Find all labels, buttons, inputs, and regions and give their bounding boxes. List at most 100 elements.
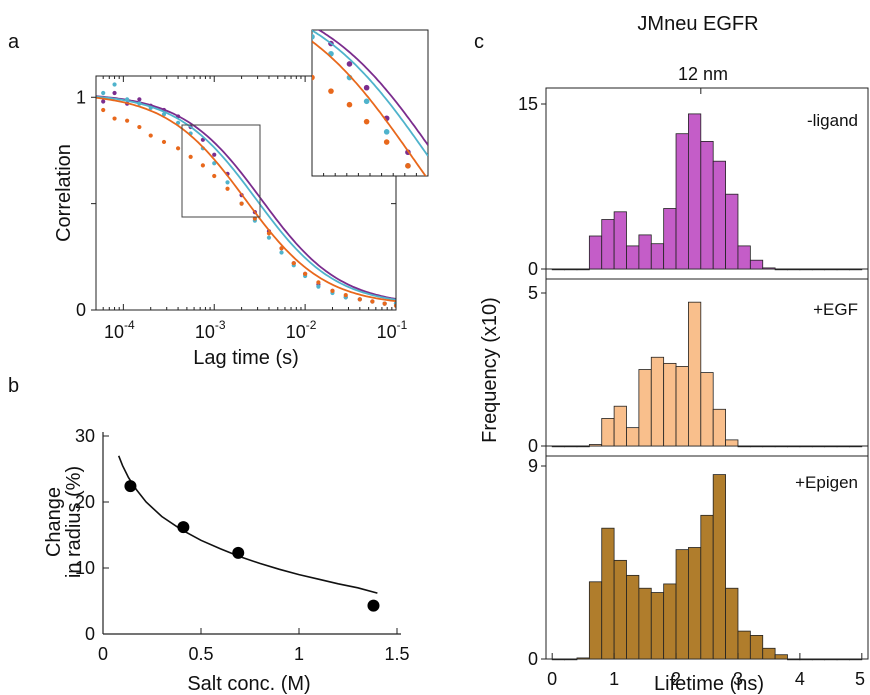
- panel-a-inset-point-orange-23: [638, 326, 644, 332]
- panel-a-point-purple-0: [101, 99, 106, 104]
- panel-a-inset-fit-orange: [312, 40, 427, 176]
- panel-c-bar-0-24: [849, 268, 863, 271]
- panel-c-xtick-label-3: 3: [733, 669, 743, 689]
- panel-a-inset-point-orange-22: [621, 323, 627, 329]
- panel-a-point-cyan-1: [112, 82, 117, 87]
- panel-c-bar-2-21: [811, 658, 826, 661]
- panel-c-bar-2-9: [663, 583, 677, 660]
- panel-c-bar-2-2: [576, 657, 590, 660]
- panel-b-point-2: [232, 546, 245, 559]
- panel-a-inset-point-cyan-14: [465, 241, 471, 247]
- panel-c-bar-0-3: [588, 235, 603, 270]
- panel-c-bar-2-7: [638, 587, 652, 660]
- panel-b-point-3: [367, 599, 380, 612]
- panel-a-inset-point-orange-0: [196, 14, 202, 20]
- panel-a-point-orange-23: [393, 303, 396, 308]
- panel-c-ytick-label-0-1: 15: [518, 94, 538, 114]
- panel-a-inset-point-purple-15: [484, 258, 490, 264]
- panel-a-inset-point-cyan-20: [584, 316, 590, 322]
- panel-b-point-0: [124, 480, 137, 493]
- panel-c-bar-1-11: [688, 301, 702, 447]
- panel-c-ylabel: Frequency (x10): [479, 297, 501, 443]
- panel-a-inset-point-orange-5: [288, 65, 294, 71]
- panel-c-bar-2-12: [700, 514, 714, 660]
- panel-a-inset-point-orange-4: [268, 54, 274, 60]
- panel-c-bar-2-16: [749, 635, 764, 660]
- panel-a-inset-point-purple-13: [446, 207, 452, 213]
- panel-a-ylabel: Correlation: [53, 144, 75, 242]
- panel-a-inset-point-orange-15: [484, 258, 490, 264]
- panel-c-bar-1-2: [576, 445, 590, 448]
- panel-c-bar-1-18: [774, 445, 788, 448]
- panel-b-radius-chart: 0 0.5 1 1.5 0 10 20 30 Change in radius (%) Sal…: [43, 426, 410, 695]
- panel-a-point-orange-17: [316, 280, 321, 285]
- panel-a-fit-line-cyan: [96, 95, 396, 301]
- panel-c-bar-1-17: [762, 445, 776, 448]
- panel-c-bar-2-3: [588, 581, 603, 660]
- panel-a-inset: [196, 0, 644, 332]
- panel-c-title: JMneu EGFR: [637, 13, 758, 35]
- panel-b-xtick-label-3: 1.5: [384, 644, 409, 664]
- panel-a-inset-point-orange-9: [363, 118, 370, 125]
- panel-c-bar-1-13: [712, 408, 726, 447]
- panel-c-bar-1-8: [650, 356, 665, 447]
- panel-a-inset-point-cyan-17: [521, 295, 527, 301]
- panel-a-inset-fit-cyan: [312, 30, 428, 157]
- panel-a-inset-point-purple-23: [638, 323, 644, 329]
- panel-b-point-1: [177, 521, 190, 534]
- panel-c-ytick-label-1-1: 5: [528, 283, 538, 303]
- panel-a-inset-point-purple-2: [232, 3, 238, 9]
- panel-c-bar-0-14: [725, 193, 739, 270]
- panel-a-fit-line-purple: [96, 95, 396, 300]
- panel-a-point-purple-1: [112, 90, 117, 96]
- panel-a-inset-point-cyan-12: [425, 190, 431, 196]
- panel-a-point-orange-22: [382, 301, 387, 306]
- panel-a-point-orange-21: [370, 299, 375, 304]
- panel-a-point-orange-2: [125, 118, 130, 123]
- panel-c-bar-0-18: [774, 268, 788, 271]
- panel-a-inset-point-orange-17: [521, 289, 527, 295]
- panel-a-point-cyan-17: [316, 284, 321, 289]
- panel-a-xtick-label-3: 10-1: [377, 318, 408, 342]
- panel-c-bar-2-23: [836, 658, 850, 661]
- panel-c-bar-1-6: [626, 427, 640, 447]
- panel-b-ytick-label-3: 30: [75, 426, 95, 446]
- panel-a-correlation-chart: 10-4 10-3 10-2 10-1 0 1 Correlation Lag time …: [53, 0, 644, 369]
- panel-a-inset-point-purple-0: [196, 0, 202, 6]
- panel-a-inset-point-orange-13: [446, 211, 452, 217]
- panel-c-bar-0-0: [551, 268, 565, 271]
- panel-c-bar-2-0: [551, 658, 565, 661]
- panel-a-inset-fit-purple: [317, 30, 428, 146]
- panel-a-point-orange-3: [137, 124, 142, 130]
- panel-a-point-purple-9: [212, 152, 217, 157]
- panel-c-bar-1-21: [811, 445, 826, 448]
- panel-a-inset-point-purple-16: [501, 275, 507, 281]
- panel-a-inset-point-purple-3: [251, 0, 257, 2]
- panel-a-point-orange-15: [291, 261, 296, 266]
- panel-c-bar-0-13: [712, 160, 726, 270]
- panel-a-inset-point-orange-12: [425, 187, 431, 193]
- panel-a-point-orange-20: [357, 297, 362, 302]
- panel-a-inset-point-cyan-6: [312, 33, 315, 40]
- panel-c-bar-0-4: [601, 219, 615, 270]
- panel-c-bar-2-13: [712, 474, 726, 660]
- panel-a-inset-point-orange-3: [251, 41, 257, 47]
- panel-c-bar-0-5: [613, 211, 627, 270]
- panel-c-bar-1-20: [799, 445, 813, 448]
- panel-c-bar-2-4: [601, 527, 615, 660]
- panel-c-bar-0-17: [762, 267, 776, 270]
- panel-a-inset-point-orange-18: [542, 302, 548, 308]
- panel-c-xtick-label-4: 4: [795, 669, 805, 689]
- panel-a-point-cyan-13: [266, 235, 272, 240]
- panel-a-inset-point-cyan-22: [621, 323, 627, 329]
- panel-c-xtick-label-5: 5: [855, 669, 865, 689]
- panel-a-xtick-label-2: 10-2: [286, 318, 317, 342]
- panel-a-inset-point-cyan-18: [542, 306, 548, 312]
- panel-a-point-orange-11: [239, 201, 244, 206]
- panel-a-inset-point-orange-20: [584, 316, 590, 322]
- panel-a-inset-point-purple-17: [521, 292, 527, 298]
- panel-c-histograms: JMneu EGFR 12 nm 015-ligand05+EGF09+Epig…: [479, 13, 869, 695]
- panel-c-bar-1-0: [551, 445, 565, 448]
- panel-a-point-cyan-14: [279, 250, 284, 255]
